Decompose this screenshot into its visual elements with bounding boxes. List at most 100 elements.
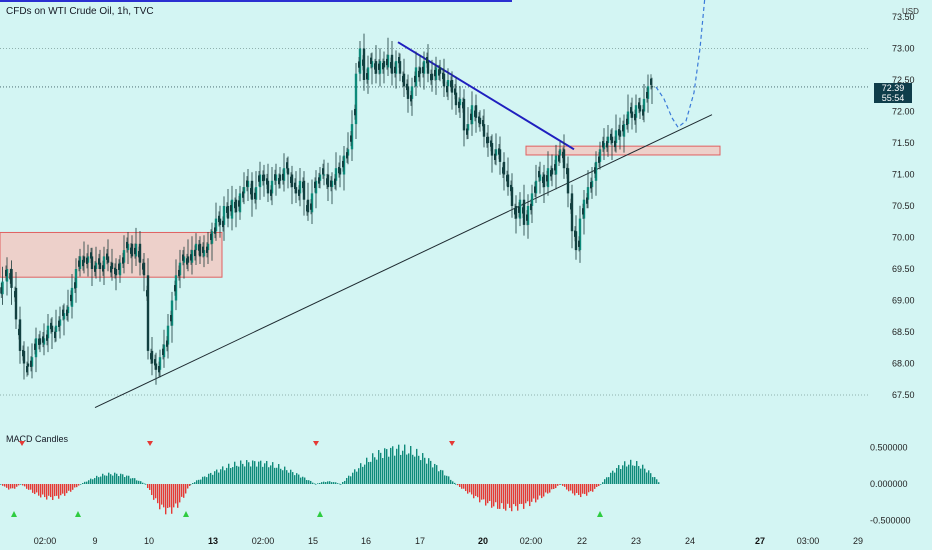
macd-bar [408,453,410,484]
candle-body [14,291,16,298]
macd-bar [177,484,179,508]
candle-body [454,88,456,95]
macd-bar [497,484,499,509]
buy-signal-marker [75,511,81,517]
candle-body [170,314,172,322]
candle-body [1,281,4,295]
macd-bar [588,484,590,493]
time-tick-label: 22 [577,536,587,546]
candle-body [630,107,632,114]
macd-bar [356,471,358,484]
macd-bar [24,484,26,487]
macd-bar [84,481,86,484]
macd-bar [620,468,622,484]
macd-bar [594,484,596,489]
candle-body [406,83,408,91]
candle-body [570,193,574,232]
macd-bar [196,480,198,484]
candle-body [310,203,312,210]
macd-bar [159,484,161,510]
macd-bar [600,484,602,485]
candle-body [266,180,270,194]
macd-bar [22,484,24,486]
time-tick-label: 23 [631,536,641,546]
macd-bar [325,482,327,484]
buy-signal-marker [183,511,189,517]
candle-body [190,254,192,261]
macd-bar [446,475,448,484]
candle-body [86,257,88,264]
macd-bar [244,466,246,484]
macd-bar [648,470,650,484]
candle-body [590,182,592,189]
macd-bar [80,484,82,485]
macd-bar [234,461,236,484]
macd-bar [503,484,505,509]
candle-body [350,135,352,142]
candle-body [534,186,536,193]
candle-body [282,173,284,181]
candle-body [110,262,114,269]
macd-bar [350,476,352,484]
candle-body [270,189,272,196]
macd-bar [404,444,406,484]
candle-body [134,247,136,255]
candle-body [474,110,476,117]
macd-bar [224,470,226,484]
macd-bar [308,480,310,484]
candle-body [594,167,596,174]
macd-bar [323,481,325,484]
candle-body [62,313,66,320]
macd-bar [181,484,183,497]
macd-bar [262,466,264,484]
candle-body [442,73,446,87]
macd-bar [44,484,46,498]
macd-bar [606,477,608,484]
candle-body [530,193,534,206]
macd-bar [189,484,191,486]
candle-body [434,69,436,77]
time-tick-label: 15 [308,536,318,546]
macd-bar [430,460,432,484]
macd-bar [535,484,537,503]
candle-body [38,338,40,345]
macd-bar [252,460,254,484]
macd-bar [155,484,157,499]
candle-body [110,266,112,273]
macd-bar [216,469,218,484]
candle-body [0,287,3,294]
candle-body [562,149,566,169]
candle-body [394,66,396,74]
candle-body [218,215,220,223]
macd-bar [610,472,612,484]
candle-body [426,61,430,74]
macd-bar [340,484,342,485]
macd-bar [612,470,614,484]
candle-body [398,57,400,64]
candle-body [650,86,654,88]
macd-bar [370,461,372,484]
macd-bar [138,480,140,484]
candle-body [62,309,64,316]
candle-body [174,285,176,292]
last-price-tag: 72.39 55:54 [874,83,912,103]
macd-bar [74,484,76,488]
candle-body [118,263,120,270]
candle-body [26,366,28,373]
candle-body [586,187,590,200]
macd-bar [34,484,36,495]
candle-body [482,120,484,127]
time-tick-label: 17 [415,536,425,546]
candle-body [158,366,160,373]
candle-body [418,70,420,78]
macd-bar [608,477,610,484]
macd-bar [422,453,424,484]
macd-bar [16,484,18,487]
macd-bar [56,484,58,496]
macd-bar [467,484,469,494]
macd-bar [38,484,40,496]
candle-body [362,59,364,66]
macd-bar [167,484,169,508]
buy-signal-marker [11,511,17,517]
